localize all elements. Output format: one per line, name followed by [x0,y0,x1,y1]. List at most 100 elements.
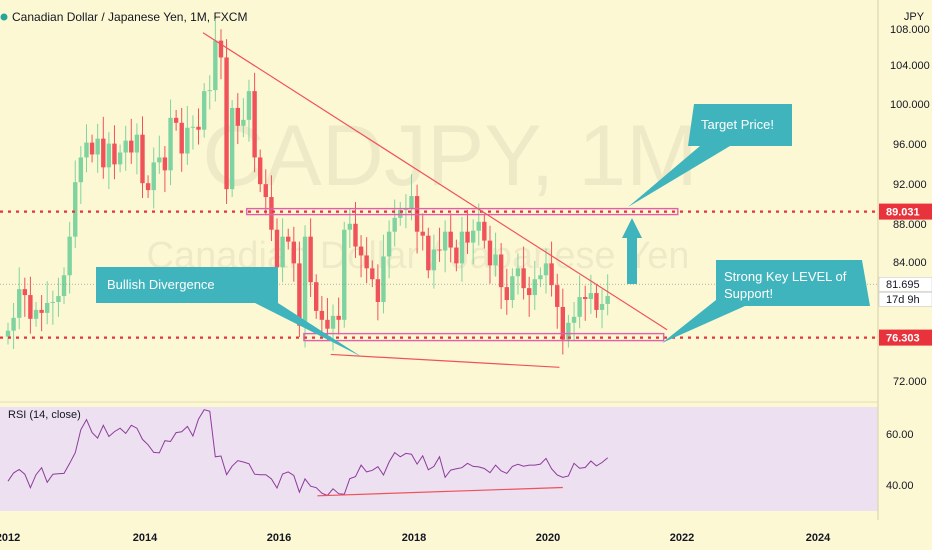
candle-body [291,241,297,264]
support-callout-label-2: Support! [724,286,773,301]
candle-body [319,310,325,320]
candle-body [442,231,448,251]
candle-body [22,289,28,296]
candle-body [482,221,487,241]
candle-body [521,268,526,289]
support-price-tag [879,329,932,346]
candle-body [157,157,162,163]
candle-body [515,268,521,277]
support-price-value: 76.303 [886,333,920,345]
candle-body [201,91,207,130]
candle-body [162,157,168,171]
candle-body [73,182,78,237]
candle-body [370,268,375,280]
market-status-icon [0,13,8,21]
candle-body [33,309,39,319]
rsi-tick-40: 40.00 [886,480,914,492]
candle-body [549,263,554,286]
price-tick: 72.000 [893,376,927,388]
time-tick: 2014 [133,532,158,544]
divergence-callout[interactable]: Bullish Divergence [96,267,362,357]
candle-body [465,231,470,243]
candle-body [381,256,386,302]
price-tick: 104.000 [890,60,930,72]
candle-body [112,143,117,165]
candle-body [605,296,610,304]
candle-body [532,279,537,296]
candle-body [566,322,571,340]
resistance-price-tag [879,203,932,220]
time-tick: 2024 [806,532,831,544]
candle-body [459,231,465,264]
candle-body [269,197,274,230]
candle-body [28,295,33,319]
candle-body [39,309,44,313]
price-tick: 96.000 [893,139,927,151]
time-tick: 2022 [670,532,694,544]
candle-body [308,236,313,283]
candle-body [101,138,106,168]
target-callout-label: Target Price! [701,117,774,132]
candle-body [504,287,509,301]
candle-body [168,117,173,171]
candle-body [61,275,67,297]
target-callout[interactable]: Target Price! [628,104,792,207]
price-tick: 88.000 [893,219,927,231]
candle-body [89,142,95,155]
candle-body [330,315,336,329]
time-tick: 2012 [0,532,20,544]
resistance-zone-box [246,207,679,216]
candle-body [207,90,212,92]
price-tick: 92.000 [893,179,927,191]
candle-body [229,107,235,190]
candle-body [510,276,515,301]
candlestick-series [5,18,610,355]
candle-body [555,285,560,307]
candle-body [470,230,476,243]
support-callout-box [716,260,870,306]
price-pane [0,0,878,398]
target-callout-pointer [628,146,730,207]
candle-body [403,208,409,210]
rsi-label: RSI (14, close) [8,409,81,421]
divergence-callout-box [96,267,278,303]
candle-body [17,289,22,318]
candle-body [196,126,201,130]
candle-body [173,117,179,123]
watermark-symbol: CADJPY, 1M [202,108,697,204]
candle-body [11,317,16,331]
candle-body [414,196,420,232]
candle-body [274,229,280,268]
divergence-callout-pointer [255,303,362,357]
rsi-series [7,409,609,497]
chart-title: Canadian Dollar / Japanese Yen, 1M, FXCM [12,10,247,24]
candle-body [392,217,397,232]
time-tick: 2016 [267,532,291,544]
countdown-value: 17d 9h [886,294,920,306]
support-callout[interactable]: Strong Key LEVEL of Support! [662,260,870,343]
candle-body [420,231,425,236]
candle-body [145,183,151,191]
candle-body [297,263,302,326]
candle-body [190,126,196,128]
time-axis[interactable]: 2012 2014 2016 2018 2020 2022 2024 [0,532,831,544]
price-axis[interactable]: 108.000 104.000 100.000 96.000 92.000 88… [890,24,930,388]
candle-body [588,293,594,300]
last-price-value: 81.695 [886,279,920,291]
candle-body [84,142,89,158]
candle-body [129,140,134,153]
candle-body [347,223,353,230]
price-tick: 84.000 [893,257,927,269]
divergence-callout-label: Bullish Divergence [107,277,215,292]
candle-body [241,119,246,126]
price-tick: 108.000 [890,24,930,36]
candle-body [386,231,392,257]
candle-body [398,209,403,218]
candle-body [123,140,128,153]
candle-body [302,236,308,326]
countdown-tag [878,291,932,307]
candle-body [577,297,582,317]
candle-body [45,302,50,313]
candle-body [437,249,442,251]
